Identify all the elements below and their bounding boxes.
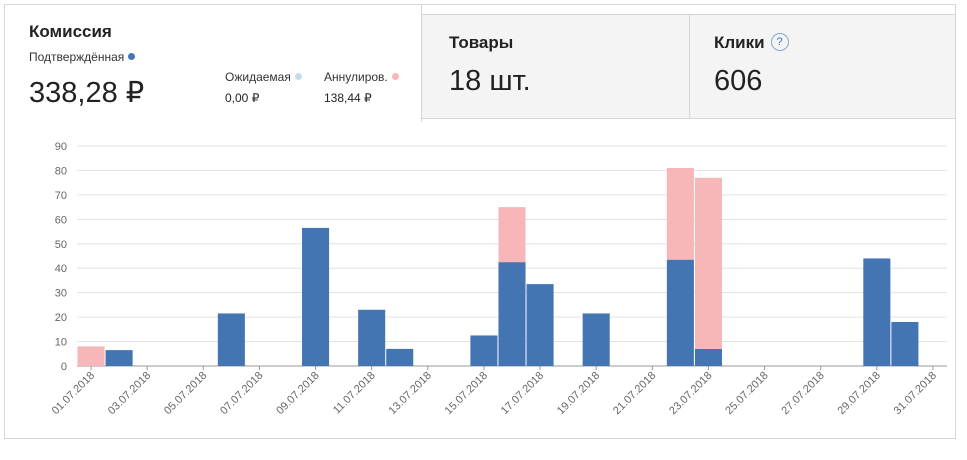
x-tick-label: 25.07.2018: [723, 370, 770, 417]
x-tick-label: 07.07.2018: [218, 370, 265, 417]
pending-dot: [294, 73, 302, 81]
x-tick-label: 01.07.2018: [50, 370, 97, 417]
tab-clicks[interactable]: Клики? 606: [689, 14, 956, 119]
x-tick-label: 13.07.2018: [387, 370, 434, 417]
x-tick-label: 09.07.2018: [274, 370, 321, 417]
cancelled-value: 138,44 ₽: [324, 91, 372, 105]
x-tick-label: 11.07.2018: [331, 370, 378, 417]
y-tick-label: 90: [55, 141, 67, 153]
bar-confirmed[interactable]: [582, 313, 610, 366]
y-tick-label: 40: [55, 263, 67, 275]
pending-value: 0,00 ₽: [225, 91, 260, 105]
bar-confirmed[interactable]: [863, 258, 891, 366]
x-tick-label: 31.07.2018: [892, 370, 939, 417]
y-tick-label: 50: [55, 239, 67, 251]
commission-title: Комиссия: [29, 22, 112, 41]
y-tick-label: 10: [55, 337, 67, 349]
bar-confirmed[interactable]: [891, 322, 919, 366]
x-tick-label: 05.07.2018: [162, 370, 209, 417]
bar-confirmed[interactable]: [498, 262, 526, 366]
y-tick-label: 70: [55, 190, 67, 202]
bar-cancelled[interactable]: [77, 346, 105, 366]
x-tick-label: 15.07.2018: [443, 370, 490, 417]
bar-confirmed[interactable]: [386, 348, 414, 366]
confirmed-label: Подтверждённая: [29, 50, 136, 64]
bar-confirmed[interactable]: [526, 284, 554, 366]
x-tick-label: 17.07.2018: [499, 370, 546, 417]
bar-confirmed[interactable]: [302, 227, 330, 366]
bar-confirmed[interactable]: [666, 259, 694, 366]
bar-confirmed[interactable]: [694, 348, 722, 366]
bar-cancelled[interactable]: [666, 168, 694, 260]
clicks-value: 606: [714, 65, 763, 97]
goods-title: Товары: [449, 33, 514, 52]
pending-label: Ожидаемая: [225, 70, 302, 84]
help-icon[interactable]: ?: [770, 32, 789, 51]
y-tick-label: 30: [55, 288, 67, 300]
y-tick-label: 80: [55, 165, 67, 177]
x-tick-label: 19.07.2018: [555, 370, 602, 417]
x-tick-label: 27.07.2018: [779, 370, 826, 417]
bar-confirmed[interactable]: [358, 309, 386, 366]
x-tick-label: 03.07.2018: [106, 370, 153, 417]
x-tick-label: 29.07.2018: [836, 370, 883, 417]
y-tick-label: 20: [55, 312, 67, 324]
x-tick-label: 21.07.2018: [611, 370, 658, 417]
bar-confirmed[interactable]: [217, 313, 245, 366]
bar-cancelled[interactable]: [498, 207, 526, 263]
bar-cancelled[interactable]: [694, 177, 722, 349]
y-tick-label: 0: [61, 361, 67, 373]
goods-value: 18 шт.: [449, 65, 531, 97]
x-tick-label: 23.07.2018: [667, 370, 714, 417]
tab-goods[interactable]: Товары 18 шт.: [421, 14, 690, 119]
cancelled-dot: [391, 73, 399, 81]
confirmed-value: 338,28 ₽: [29, 77, 145, 109]
cancelled-label: Аннулиров.: [324, 70, 399, 84]
tab-commission[interactable]: Комиссия Подтверждённая 338,28 ₽ Ожидаем…: [4, 4, 422, 122]
y-tick-label: 60: [55, 214, 67, 226]
confirmed-dot: [128, 53, 136, 61]
bar-confirmed[interactable]: [470, 335, 498, 366]
bar-confirmed[interactable]: [105, 350, 133, 366]
clicks-title: Клики?: [714, 32, 789, 53]
